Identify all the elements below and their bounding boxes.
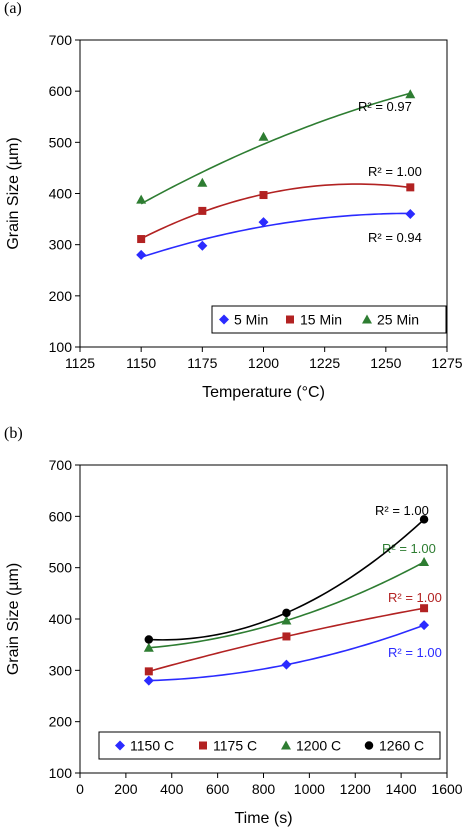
chart-a-legend-label-15-min: 15 Min <box>300 312 342 328</box>
chart-a-y-tick-label: 300 <box>49 237 73 253</box>
chart-b-y-tick-label: 100 <box>49 765 73 781</box>
chart-a-y-tick-label: 100 <box>49 339 73 355</box>
chart-b-y-tick-label: 200 <box>49 714 73 730</box>
chart-b-point-1175-c <box>144 667 153 676</box>
chart-a-y-tick-label: 700 <box>49 32 73 48</box>
chart-b: 0 200 400 600 800 1000 1200 1400 1600 100 200 300 40… <box>5 457 463 827</box>
chart-b-x-tick-label: 600 <box>206 781 230 797</box>
chart-b-x-tick-label: 200 <box>114 781 138 797</box>
chart-a-point-15-min <box>259 191 268 200</box>
chart-a-series-15-min <box>137 183 415 244</box>
chart-b-point-1175-c <box>282 632 291 641</box>
chart-b-legend-marker-1150-c <box>115 740 125 751</box>
chart-a-trendline-15-min <box>140 183 411 240</box>
chart-a-series-25-min <box>136 89 416 205</box>
chart-b-point-1150-c <box>281 659 292 670</box>
chart-a-x-axis-title: Temperature (°C) <box>202 384 325 401</box>
chart-b-x-axis-title: Time (s) <box>234 810 292 827</box>
chart-b-point-1200-c <box>281 615 292 625</box>
chart-b-x-tick-label: 1200 <box>340 781 371 797</box>
chart-a-y-tick-label: 500 <box>49 134 73 150</box>
chart-a-trendline-5-min <box>140 212 411 259</box>
chart-a: 1125 1150 1175 1200 1225 1250 1275 100 200 300 400… <box>5 32 463 401</box>
chart-b-y-tick-label: 400 <box>49 611 73 627</box>
chart-a-x-tick-label: 1175 <box>187 355 217 371</box>
chart-a-r2-label-5-min: R² = 0.94 <box>368 230 422 245</box>
chart-b-point-1150-c <box>419 620 430 631</box>
chart-a-point-15-min <box>137 235 146 244</box>
chart-a-x-tick-label: 1125 <box>65 355 95 371</box>
chart-b-y-tick-label: 700 <box>49 457 73 473</box>
chart-b-x-tick-label: 0 <box>76 781 84 797</box>
chart-a-point-25-min <box>136 194 147 204</box>
chart-b-y-tick-label: 300 <box>49 662 73 678</box>
chart-a-legend-marker-5-min <box>219 314 229 325</box>
chart-b-legend-label-1260-c: 1260 C <box>379 738 424 754</box>
chart-b-legend-label-1175-c: 1175 C <box>213 738 257 754</box>
panel-a-label: (a) <box>4 0 22 17</box>
chart-a-point-5-min <box>136 249 147 260</box>
panel-b-label: (b) <box>4 425 23 442</box>
chart-b-x-tick-label: 1000 <box>294 781 325 797</box>
chart-b-x-tick-label: 1600 <box>431 781 462 797</box>
chart-b-y-tick-label: 600 <box>49 508 73 524</box>
chart-a-legend <box>211 305 447 334</box>
chart-b-legend-marker-1260-c <box>364 741 374 750</box>
chart-b-point-1260-c <box>282 608 291 618</box>
chart-a-point-5-min <box>258 217 269 228</box>
chart-b-y-axis-title: Grain Size (µm) <box>5 563 22 675</box>
chart-b-x-tick-label: 800 <box>252 781 276 797</box>
chart-b-r2-label-1150-c: R² = 1.00 <box>388 645 442 660</box>
chart-b-series-1200-c <box>143 557 430 652</box>
chart-a-trendline-25-min <box>140 92 411 205</box>
chart-a-y-tick-label: 400 <box>49 186 73 202</box>
chart-a-x-tick-label: 1250 <box>370 355 401 371</box>
chart-b-legend-label-1150-c: 1150 C <box>130 738 174 754</box>
chart-a-point-25-min <box>197 177 208 187</box>
chart-a-point-25-min <box>405 89 416 99</box>
chart-a-x-tick-label: 1150 <box>126 355 156 371</box>
chart-b-r2-label-1175-c: R² = 1.00 <box>388 590 442 605</box>
chart-a-point-15-min <box>198 206 207 215</box>
chart-a-x-tick-label: 1200 <box>248 355 279 371</box>
chart-a-legend-label-25-min: 25 Min <box>377 312 419 328</box>
chart-b-series-1260-c <box>144 515 429 644</box>
chart-a-point-5-min <box>405 208 416 219</box>
chart-a-legend-marker-25-min <box>362 314 372 324</box>
chart-a-r2-label-25-min: R² = 0.97 <box>358 99 412 114</box>
chart-b-point-1260-c <box>144 635 154 644</box>
chart-b-legend <box>98 731 441 760</box>
chart-a-y-tick-label: 600 <box>49 83 73 99</box>
chart-b-legend-marker-1200-c <box>281 740 291 750</box>
chart-b-r2-label-1260-c: R² = 1.00 <box>375 503 429 518</box>
chart-b-point-1175-c <box>420 604 429 613</box>
chart-b-y-tick-label: 500 <box>49 560 73 576</box>
chart-b-legend-label-1200-c: 1200 C <box>296 738 341 754</box>
chart-a-y-tick-label: 200 <box>49 288 73 304</box>
chart-b-series-1175-c <box>144 604 429 676</box>
chart-a-legend-marker-15-min <box>286 315 294 324</box>
chart-b-x-tick-label: 1400 <box>386 781 417 797</box>
chart-a-r2-label-15-min: R² = 1.00 <box>368 164 422 179</box>
chart-a-legend-label-5-min: 5 Min <box>234 312 268 328</box>
chart-a-series-5-min <box>136 208 416 260</box>
chart-a-point-25-min <box>258 131 269 141</box>
chart-a-point-15-min <box>406 183 415 192</box>
chart-a-x-tick-label: 1275 <box>431 355 462 371</box>
chart-b-point-1200-c <box>419 557 430 567</box>
chart-a-x-tick-label: 1225 <box>309 355 340 371</box>
chart-a-point-5-min <box>197 240 208 251</box>
chart-b-point-1260-c <box>419 515 429 524</box>
chart-b-x-tick-label: 400 <box>160 781 184 797</box>
chart-b-point-1200-c <box>143 642 154 652</box>
chart-b-series-1150-c <box>143 620 430 686</box>
chart-b-legend-marker-1175-c <box>199 741 207 750</box>
chart-a-y-axis-title: Grain Size (µm) <box>5 137 22 249</box>
chart-b-point-1150-c <box>143 675 154 686</box>
